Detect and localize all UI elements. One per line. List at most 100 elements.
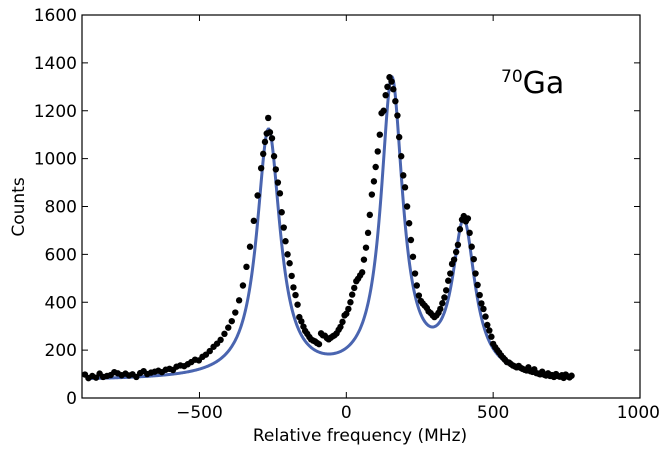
data-point <box>476 291 483 299</box>
data-point <box>280 224 287 231</box>
data-point <box>450 256 458 263</box>
y-tick-label: 800 <box>45 198 77 218</box>
y-tick-label: 1200 <box>34 102 77 122</box>
data-point <box>390 86 397 93</box>
data-point <box>345 305 352 313</box>
data-point <box>347 299 354 306</box>
x-tick-label: 1000 <box>617 403 660 423</box>
data-point <box>484 321 491 329</box>
y-tick-label: 1000 <box>34 150 77 170</box>
data-point <box>254 192 261 199</box>
data-point <box>452 248 460 256</box>
data-point <box>374 148 381 155</box>
data-point <box>339 318 346 326</box>
data-point <box>364 229 372 237</box>
data-point <box>261 138 269 146</box>
data-point <box>376 131 383 138</box>
data-point <box>360 256 368 263</box>
data-point <box>265 114 272 122</box>
isotope-annotation: 70Ga <box>501 66 564 101</box>
data-point <box>292 291 299 299</box>
fit-line <box>87 75 573 381</box>
data-point <box>282 238 289 245</box>
data-point <box>395 133 403 141</box>
data-point <box>288 272 295 280</box>
data-layer <box>81 74 575 382</box>
tick-layer: 0 200 400 600 800 1000 1200 1400 1600 −500 0 500 100… <box>34 6 660 423</box>
data-point <box>370 178 378 185</box>
data-point <box>217 336 224 344</box>
data-point <box>486 327 493 334</box>
data-point <box>442 287 450 294</box>
data-point <box>270 153 278 160</box>
data-point <box>272 166 280 173</box>
data-point <box>468 243 475 250</box>
data-point <box>228 317 235 325</box>
data-point <box>246 243 254 250</box>
y-axis-title: Counts <box>9 177 29 236</box>
data-point <box>290 284 297 291</box>
data-point <box>250 217 258 225</box>
data-point <box>348 291 356 298</box>
data-point <box>472 270 479 277</box>
y-tick-label: 1400 <box>34 54 77 74</box>
data-point <box>221 330 228 338</box>
data-point <box>480 305 487 313</box>
y-tick-label: 400 <box>45 293 77 313</box>
data-point <box>235 297 243 304</box>
data-point <box>362 244 370 251</box>
data-point <box>478 300 485 307</box>
data-point <box>276 190 284 197</box>
y-tick-label: 0 <box>66 389 77 409</box>
data-point <box>464 215 472 222</box>
data-point <box>257 165 265 172</box>
data-point <box>260 150 267 158</box>
data-point <box>358 269 366 276</box>
data-point <box>368 191 376 198</box>
data-point <box>400 172 407 179</box>
data-point <box>232 309 239 316</box>
data-point <box>437 305 444 313</box>
data-point <box>294 301 301 308</box>
data-point <box>380 107 387 114</box>
data-point <box>466 229 473 237</box>
data-point <box>409 253 417 260</box>
data-point <box>286 260 293 267</box>
data-point <box>568 372 575 379</box>
data-point <box>405 220 413 227</box>
data-point <box>415 292 423 299</box>
x-tick-label: −500 <box>176 403 223 423</box>
data-point <box>441 294 448 301</box>
data-point <box>382 91 389 99</box>
data-point <box>482 313 489 320</box>
data-point <box>398 153 405 160</box>
data-point <box>454 241 462 248</box>
data-point <box>445 277 452 284</box>
x-tick-label: 500 <box>477 403 509 423</box>
data-point <box>278 209 285 216</box>
x-tick-label: 0 <box>341 403 352 423</box>
x-axis-title: Relative frequency (MHz) <box>253 426 467 446</box>
data-point <box>266 129 274 136</box>
data-point <box>411 270 419 277</box>
data-point <box>274 179 282 186</box>
plot-frame <box>81 14 641 399</box>
y-tick-label: 600 <box>45 245 77 265</box>
data-point <box>268 135 276 142</box>
data-point <box>372 163 379 171</box>
y-tick-label: 1600 <box>34 6 77 26</box>
data-point <box>239 282 247 289</box>
data-point <box>337 323 344 331</box>
data-point <box>298 318 305 325</box>
data-point <box>225 324 232 331</box>
data-point <box>206 347 213 355</box>
y-tick-label: 200 <box>45 341 77 361</box>
data-point <box>439 300 446 307</box>
data-point <box>388 78 395 85</box>
data-point <box>284 251 291 258</box>
data-point <box>351 284 358 292</box>
isotope-symbol: Ga <box>523 66 565 101</box>
data-point <box>366 211 374 219</box>
data-point <box>384 83 391 91</box>
